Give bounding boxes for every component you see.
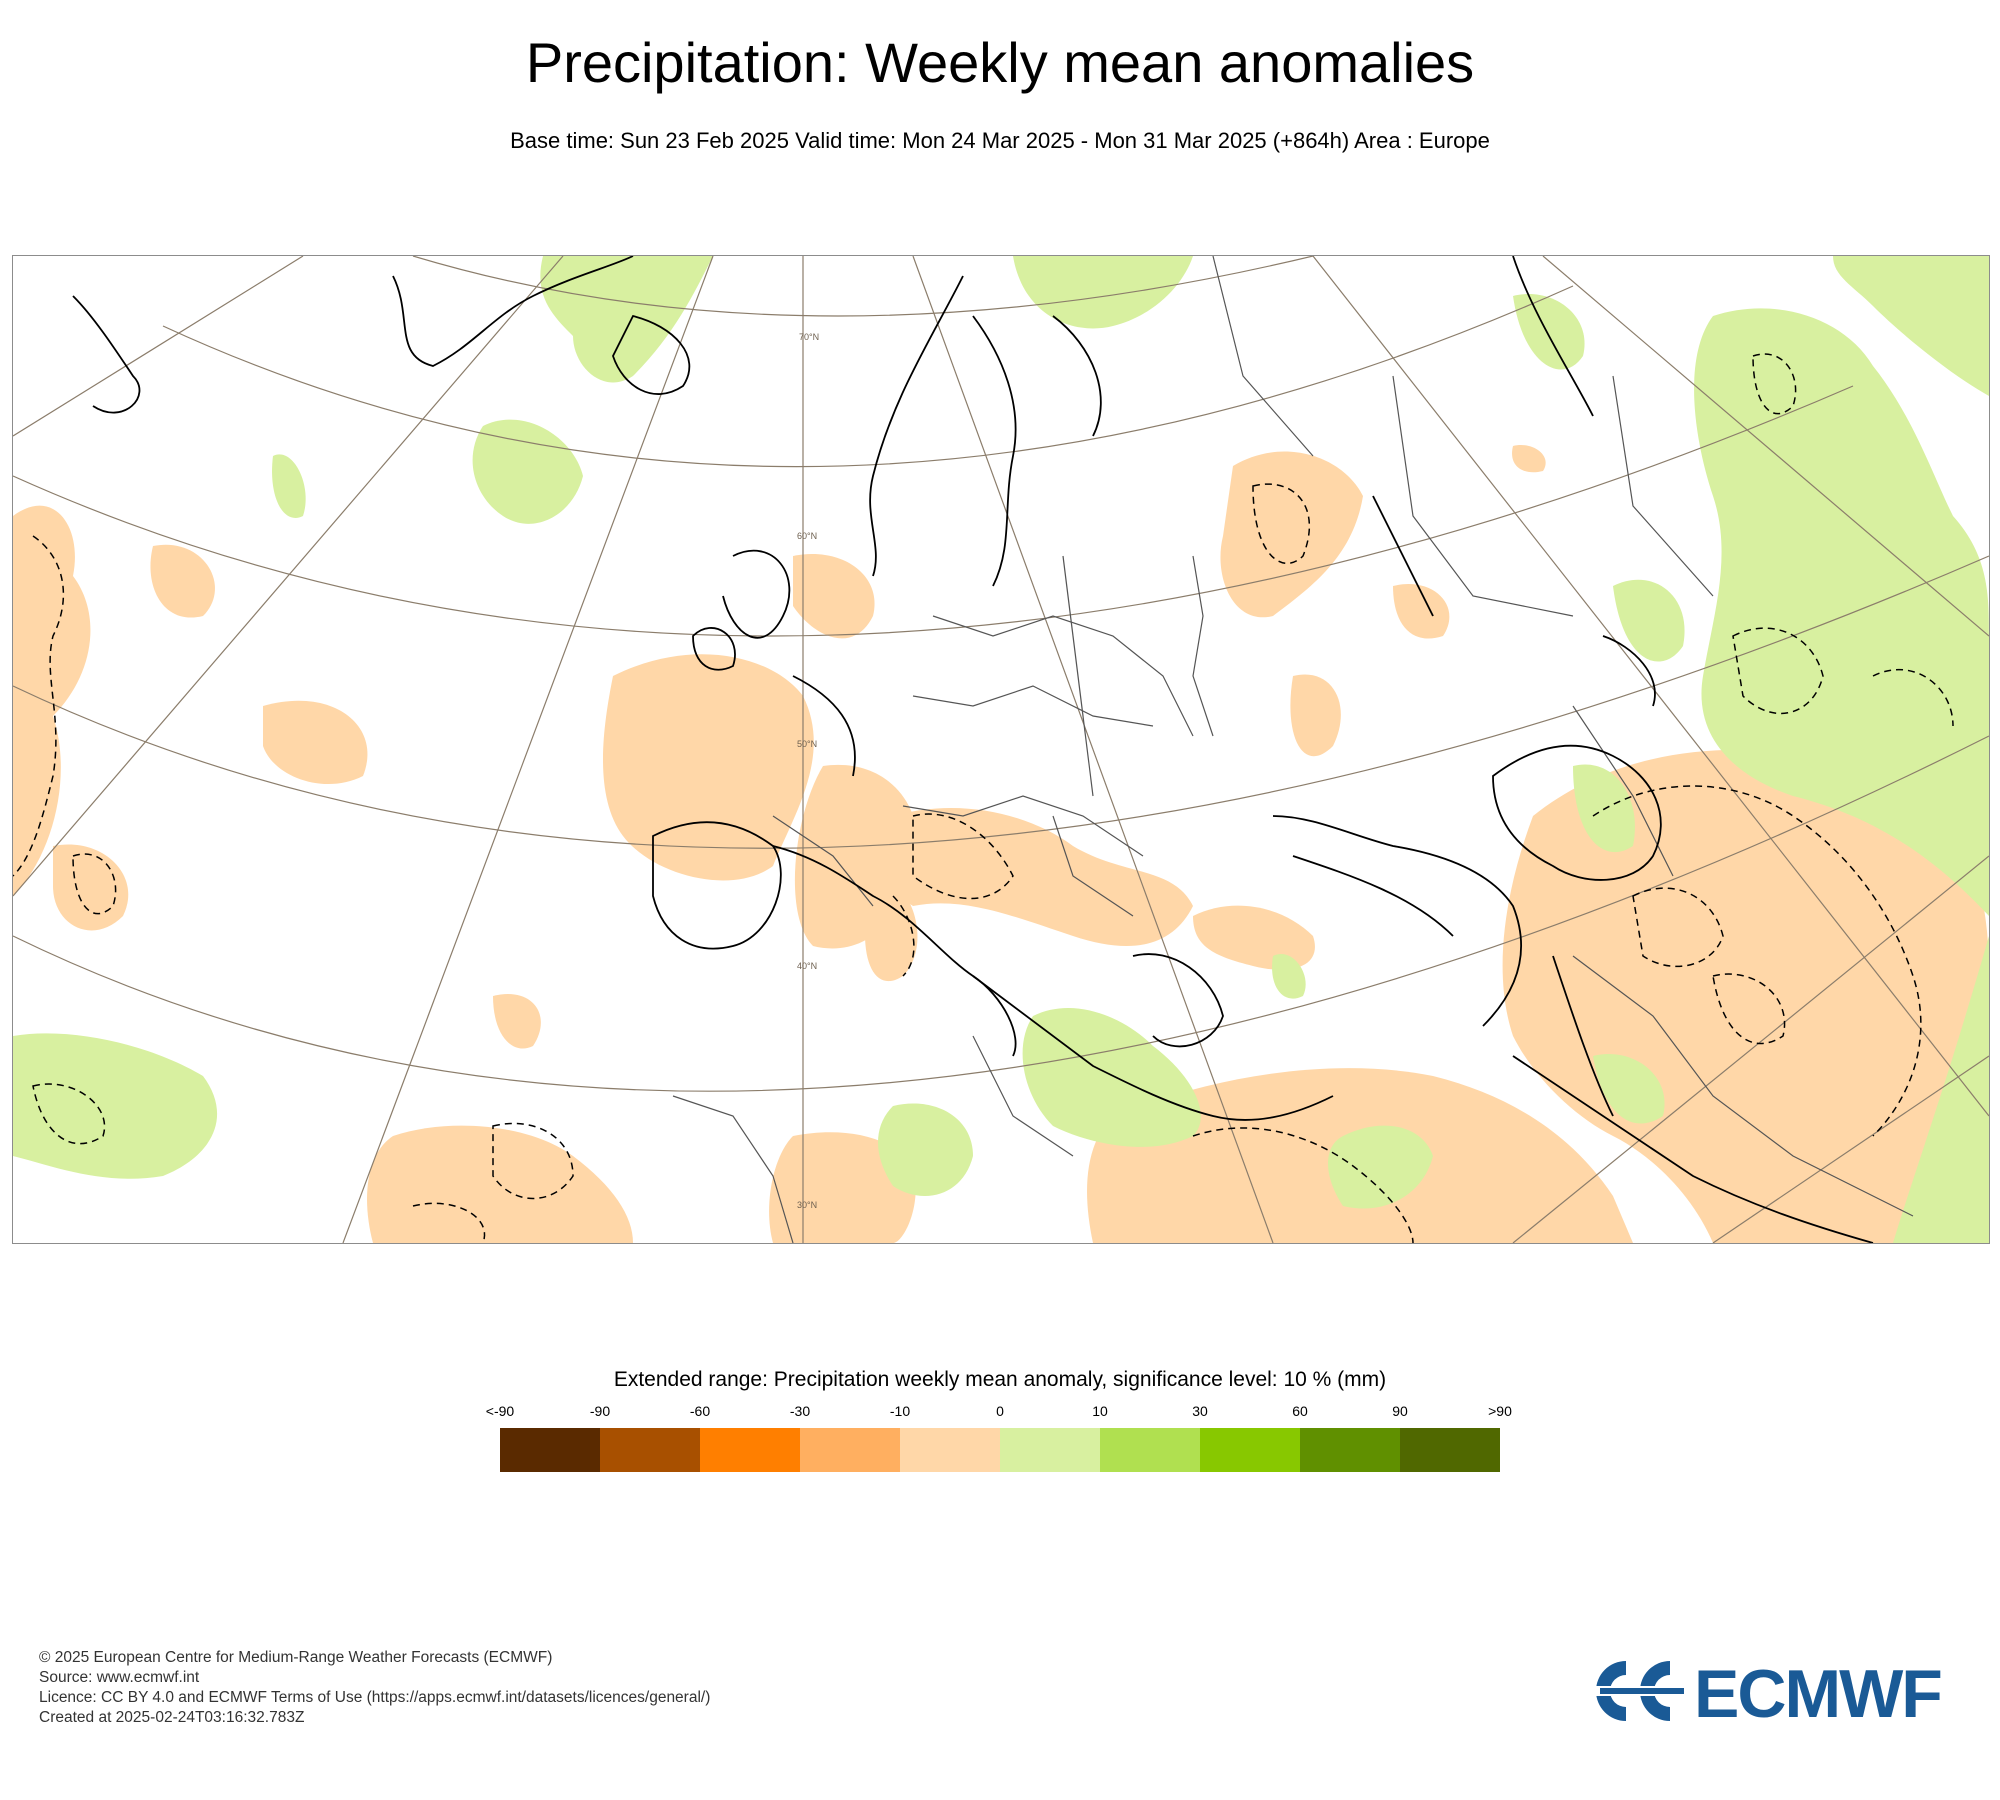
footer-credits: © 2025 European Centre for Medium-Range …	[39, 1648, 710, 1728]
map-panel[interactable]: 70°N 60°N 50°N 40°N 30°N	[12, 255, 1990, 1244]
legend-tick-3: -30	[789, 1403, 811, 1419]
lat-label-60n: 60°N	[797, 531, 817, 541]
footer-copyright: © 2025 European Centre for Medium-Range …	[39, 1649, 553, 1666]
lat-label-30n: 30°N	[797, 1200, 817, 1210]
legend-tick-9: 90	[1392, 1403, 1408, 1419]
legend-tick-4: -10	[889, 1403, 911, 1419]
legend-swatch-1	[600, 1428, 700, 1472]
footer-licence: Licence: CC BY 4.0 and ECMWF Terms of Us…	[39, 1689, 711, 1706]
ecmwf-logo: ECMWF	[1590, 1655, 1960, 1732]
legend-tick-0: <-90	[485, 1403, 515, 1419]
positive-anomaly-areas	[13, 256, 1989, 1243]
legend-swatch-3	[800, 1428, 900, 1472]
legend-tick-10: >90	[1488, 1403, 1512, 1419]
legend-swatch-7	[1200, 1428, 1300, 1472]
legend-tick-8: 60	[1292, 1403, 1308, 1419]
legend-tick-7: 30	[1192, 1403, 1208, 1419]
negative-anomaly-areas	[13, 445, 1989, 1243]
footer-source: Source: www.ecmwf.int	[39, 1669, 200, 1686]
legend-colorbar	[500, 1428, 1500, 1472]
legend-swatch-4	[900, 1428, 1000, 1472]
legend-tick-5: 0	[996, 1403, 1004, 1419]
legend-swatch-8	[1300, 1428, 1400, 1472]
legend-swatch-0	[500, 1428, 600, 1472]
logo-text: ECMWF	[1694, 1656, 1941, 1727]
lat-label-70n: 70°N	[799, 332, 819, 342]
lat-label-50n: 50°N	[797, 739, 817, 749]
legend-tick-1: -90	[589, 1403, 611, 1419]
legend-swatch-6	[1100, 1428, 1200, 1472]
ecmwf-logo-icon: ECMWF	[1596, 1656, 1943, 1732]
legend-swatch-2	[700, 1428, 800, 1472]
country-borders	[672, 256, 1914, 1243]
chart-title: Precipitation: Weekly mean anomalies	[525, 31, 1475, 94]
legend-tick-6: 10	[1092, 1403, 1108, 1419]
legend-tick-2: -60	[689, 1403, 711, 1419]
legend-swatch-9	[1400, 1428, 1500, 1472]
graticule	[13, 256, 1989, 1243]
legend-title: Extended range: Precipitation weekly mea…	[613, 1368, 1387, 1391]
chart-subtitle: Base time: Sun 23 Feb 2025 Valid time: M…	[510, 128, 1490, 153]
europe-map[interactable]: 70°N 60°N 50°N 40°N 30°N	[13, 256, 1989, 1243]
legend-tick-labels: <-90 -90 -60 -30 -10 0 10 30 60 90 >90	[0, 1403, 2000, 1423]
legend-swatch-5	[1000, 1428, 1100, 1472]
significance-contours	[13, 353, 1954, 1243]
lat-label-40n: 40°N	[797, 961, 817, 971]
coastlines	[72, 256, 1874, 1243]
footer-created: Created at 2025-02-24T03:16:32.783Z	[39, 1709, 305, 1726]
